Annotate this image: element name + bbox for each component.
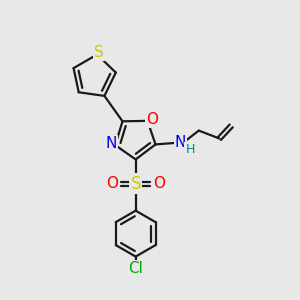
Text: O: O	[146, 112, 158, 127]
Text: O: O	[153, 176, 165, 191]
Text: N: N	[105, 136, 116, 151]
Text: N: N	[175, 135, 186, 150]
Text: S: S	[130, 175, 141, 193]
Text: Cl: Cl	[128, 262, 143, 277]
Text: H: H	[185, 143, 195, 156]
Text: S: S	[94, 45, 103, 60]
Text: O: O	[106, 176, 118, 191]
